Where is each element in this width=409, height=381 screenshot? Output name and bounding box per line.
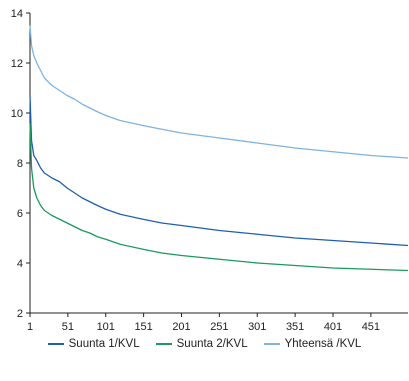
x-tick-label: 401 [324, 321, 342, 333]
x-tick-label: 251 [210, 321, 228, 333]
legend-swatch-suunta-1 [47, 343, 64, 345]
legend-swatch-suunta-2 [155, 343, 172, 345]
y-axis: 2 4 6 8 10 12 14 [11, 8, 31, 320]
y-tick-label: 4 [17, 258, 23, 270]
x-tick-label: 51 [62, 321, 74, 333]
x-tick-label: 451 [362, 321, 380, 333]
x-tick-label: 101 [97, 321, 115, 333]
legend: Suunta 1/KVL Suunta 2/KVL Yhteensä /KVL [0, 338, 409, 350]
legend-label-suunta-2: Suunta 2/KVL [176, 338, 248, 350]
y-tick-label: 2 [17, 308, 23, 320]
y-tick-label: 14 [11, 8, 23, 20]
legend-item-suunta-2: Suunta 2/KVL [155, 338, 248, 350]
y-tick-label: 6 [17, 208, 23, 220]
series-line-1 [29, 95, 409, 247]
y-tick-label: 10 [11, 108, 23, 120]
series-lines [29, 25, 409, 272]
legend-swatch-yhteensa [263, 343, 280, 345]
series-line-3 [29, 25, 409, 159]
y-tick-label: 12 [11, 58, 23, 70]
x-axis: 1 51 101 151 201 251 301 351 401 451 [27, 312, 408, 333]
legend-label-suunta-1: Suunta 1/KVL [68, 338, 140, 350]
y-tick-label: 8 [17, 158, 23, 170]
legend-item-yhteensa: Yhteensä /KVL [263, 338, 362, 350]
legend-label-yhteensa: Yhteensä /KVL [284, 338, 362, 350]
x-tick-label: 351 [286, 321, 304, 333]
x-tick-label: 151 [134, 321, 152, 333]
series-line-2 [29, 122, 409, 272]
x-tick-label: 1 [27, 321, 33, 333]
x-tick-label: 201 [172, 321, 190, 333]
x-tick-label: 301 [248, 321, 266, 333]
legend-item-suunta-1: Suunta 1/KVL [47, 338, 140, 350]
